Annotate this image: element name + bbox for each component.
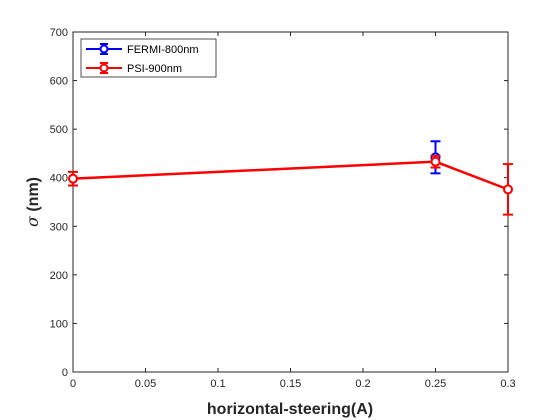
x-tick-label: 0: [70, 378, 76, 390]
y-tick-label: 200: [50, 270, 68, 282]
legend-marker-fermi: [99, 44, 109, 54]
y-tick-label: 700: [50, 27, 68, 39]
y-tick-label: 400: [50, 173, 68, 185]
y-axis-label-unit: (nm): [25, 177, 42, 216]
data-point: [503, 184, 513, 195]
x-tick-label: 0.2: [355, 378, 370, 390]
x-tick-label: 0.1: [210, 378, 225, 390]
y-axis-label-symbol: σ: [23, 215, 42, 227]
y-tick-label: 500: [50, 124, 68, 136]
x-tick-label: 0.25: [425, 378, 446, 390]
x-axis-label: horizontal-steering(A): [207, 401, 373, 418]
x-tick-label: 0.05: [135, 378, 156, 390]
series-1: [68, 154, 513, 216]
data-point: [68, 173, 78, 184]
legend-label-fermi: FERMI-800nm: [127, 44, 199, 56]
legend-label-psi: PSI-900nm: [127, 63, 182, 75]
legend-entry-fermi: FERMI-800nm: [86, 43, 199, 56]
y-axis-label: σ (nm): [23, 177, 42, 227]
x-tick-label: 0.3: [500, 378, 515, 390]
y-axis-ticks: 0 100 200 300 400 500 600 700: [50, 27, 508, 379]
y-tick-label: 100: [50, 318, 68, 330]
legend-marker-psi: [99, 63, 109, 73]
legend: FERMI-800nm PSI-900nm: [80, 38, 217, 78]
data-point: [430, 156, 441, 167]
x-axis-ticks: 0 0.05 0.1 0.15 0.2 0.25 0.3: [70, 32, 516, 390]
series-layer: [68, 140, 513, 216]
y-tick-label: 600: [50, 76, 68, 88]
y-tick-label: 0: [62, 367, 68, 379]
legend-entry-psi: PSI-900nm: [86, 62, 182, 75]
x-tick-label: 0.15: [280, 378, 301, 390]
plot-area: [72, 31, 509, 373]
y-tick-label: 300: [50, 221, 68, 233]
